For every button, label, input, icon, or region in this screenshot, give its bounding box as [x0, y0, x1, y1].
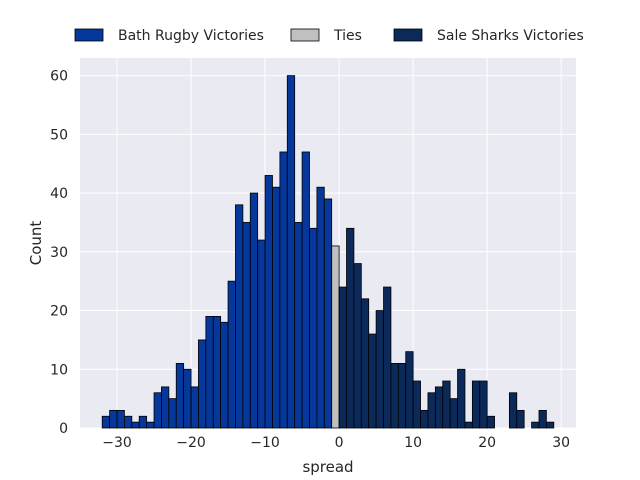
- histogram-bar: [309, 227, 318, 429]
- histogram-bar: [420, 409, 429, 429]
- histogram-bar: [486, 415, 495, 429]
- legend-swatch: [393, 28, 423, 42]
- histogram-bar: [449, 398, 458, 429]
- y-tick-label: 30: [50, 245, 68, 261]
- histogram-bar: [508, 392, 518, 429]
- histogram-bar: [116, 409, 125, 429]
- histogram-bar: [390, 362, 399, 429]
- histogram-bar: [397, 362, 407, 429]
- bars: [101, 75, 555, 429]
- y-tick-label: 0: [59, 421, 68, 437]
- y-tick-label: 50: [50, 127, 68, 143]
- x-tick-label: −10: [250, 435, 280, 451]
- histogram-bar: [168, 398, 177, 429]
- legend-label: Bath Rugby Victories: [118, 28, 264, 44]
- x-tick-label: −20: [176, 435, 206, 451]
- histogram-bar: [405, 351, 414, 429]
- histogram-bar: [323, 198, 333, 429]
- histogram-bar: [212, 316, 222, 429]
- legend: Bath Rugby Victories Ties Sale Sharks Vict…: [74, 28, 584, 44]
- histogram-bar: [131, 421, 140, 429]
- x-tick-label: 0: [335, 435, 344, 451]
- histogram-bar: [257, 239, 266, 429]
- histogram-bar: [457, 368, 466, 429]
- histogram-bar: [360, 298, 370, 429]
- histogram-bar: [124, 415, 133, 429]
- histogram-bar: [464, 421, 473, 429]
- histogram-bar: [109, 409, 118, 429]
- histogram-bar: [383, 286, 392, 429]
- histogram-bar: [338, 286, 347, 429]
- histogram-bar: [427, 392, 436, 429]
- histogram-bar: [294, 222, 303, 429]
- histogram-bar: [301, 151, 310, 429]
- histogram-bar: [286, 75, 296, 429]
- histogram-bar: [279, 151, 288, 429]
- legend-swatch: [74, 28, 104, 42]
- histogram-bar: [161, 386, 170, 429]
- x-tick-labels: −30 −20 −10 0 10 20 30: [102, 435, 570, 451]
- histogram-bar: [146, 421, 155, 429]
- histogram-bar: [183, 368, 192, 429]
- histogram-bar: [227, 280, 236, 429]
- histogram-bar: [516, 409, 525, 429]
- legend-label: Sale Sharks Victories: [437, 28, 584, 44]
- x-axis-label: spread: [302, 458, 353, 476]
- histogram-bar: [190, 386, 199, 429]
- legend-swatch: [290, 28, 320, 42]
- histogram-bar: [175, 362, 185, 429]
- histogram-bar: [235, 204, 244, 429]
- histogram-bar: [434, 386, 444, 429]
- histogram-bar: [545, 421, 555, 429]
- histogram-bar: [442, 380, 451, 429]
- histogram-bar: [531, 421, 540, 429]
- histogram-bar: [368, 333, 377, 429]
- histogram-bar: [412, 380, 421, 429]
- histogram-bar: [272, 186, 281, 429]
- x-tick-label: 10: [404, 435, 422, 451]
- y-tick-label: 40: [50, 186, 68, 202]
- legend-label: Ties: [333, 28, 362, 44]
- histogram-bar: [316, 186, 325, 429]
- histogram-bar: [138, 415, 148, 429]
- histogram-bar: [346, 227, 355, 429]
- histogram-bar: [101, 415, 111, 429]
- histogram-bar: [249, 192, 259, 429]
- histogram-bar: [242, 222, 251, 429]
- histogram-bar: [205, 316, 214, 429]
- histogram-bar: [331, 245, 340, 429]
- histogram-bar: [479, 380, 488, 429]
- x-tick-label: 30: [552, 435, 570, 451]
- histogram-bar: [198, 339, 207, 429]
- histogram-bar: [153, 392, 162, 429]
- histogram-bar: [353, 263, 362, 429]
- histogram-bar: [220, 321, 229, 429]
- y-axis-label: Count: [27, 221, 45, 266]
- y-tick-label: 20: [50, 304, 68, 320]
- histogram-bar: [375, 310, 384, 429]
- x-tick-label: 20: [478, 435, 496, 451]
- y-tick-label: 60: [50, 69, 68, 85]
- histogram-bar: [471, 380, 481, 429]
- histogram-bar: [538, 409, 547, 429]
- x-tick-label: −30: [102, 435, 132, 451]
- y-tick-label: 10: [50, 362, 68, 378]
- y-tick-labels: 0 10 20 30 40 50 60: [50, 69, 68, 437]
- histogram-bar: [264, 175, 273, 429]
